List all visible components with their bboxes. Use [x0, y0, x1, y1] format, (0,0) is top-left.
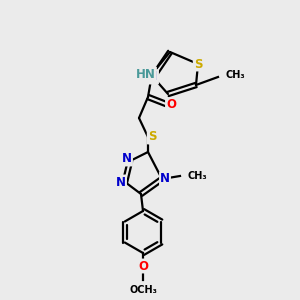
Text: S: S: [148, 130, 156, 143]
Text: O: O: [166, 98, 176, 112]
Text: N: N: [122, 152, 132, 166]
Text: N: N: [116, 176, 126, 188]
Text: N: N: [160, 172, 170, 185]
Text: O: O: [138, 260, 148, 272]
Text: OCH₃: OCH₃: [129, 285, 157, 295]
Text: CH₃: CH₃: [225, 70, 244, 80]
Text: CH₃: CH₃: [187, 171, 207, 181]
Text: HN: HN: [136, 68, 156, 80]
Text: N: N: [148, 70, 158, 83]
Text: S: S: [194, 58, 202, 70]
